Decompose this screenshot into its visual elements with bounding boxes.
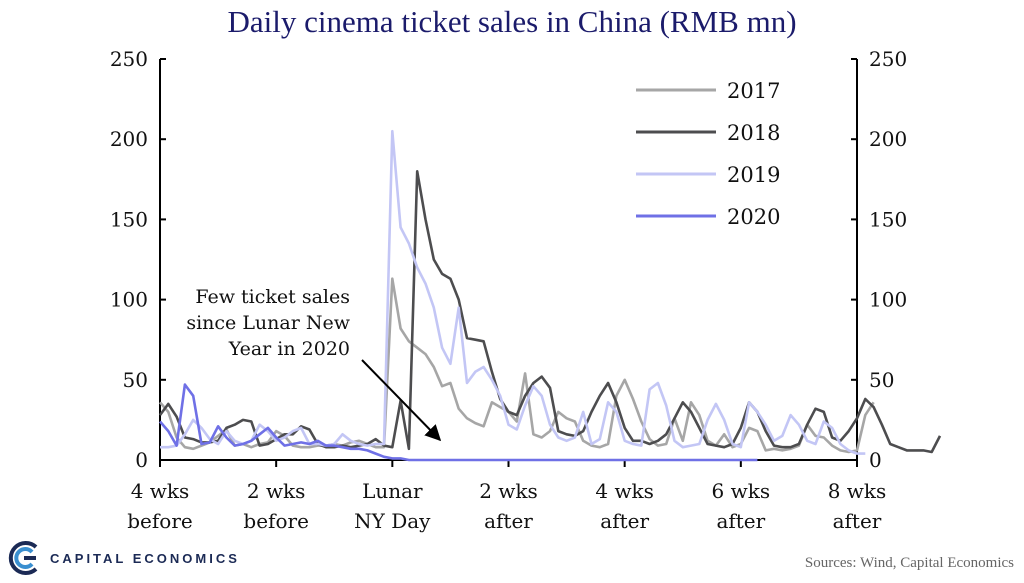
annotation-line-2: since Lunar New — [186, 312, 350, 334]
y-tick-label-left: 150 — [110, 207, 148, 231]
series-line-2020 — [159, 383, 758, 462]
y-tick-label-right: 200 — [869, 127, 907, 151]
x-tick-label: 2 wks — [479, 479, 538, 503]
legend-label-2020: 2020 — [727, 205, 780, 229]
y-tick-label-right: 150 — [869, 207, 907, 231]
annotation-arrow — [361, 359, 442, 442]
chart-title: Daily cinema ticket sales in China (RMB … — [227, 4, 797, 39]
x-tick-label: 4 wks — [131, 479, 190, 503]
line-chart: 0 0 50 50 100 100 150 150 200 200 250 250 4 wks befor… — [110, 47, 942, 533]
x-tick-label: before — [127, 509, 192, 533]
logo-text: CAPITAL ECONOMICS — [50, 550, 240, 566]
x-tick-label: after — [833, 509, 882, 533]
x-tick-label: 8 wks — [828, 479, 887, 503]
y-tick-label-left: 0 — [135, 448, 148, 472]
y-tick-label-left: 200 — [110, 127, 148, 151]
x-tick-label: NY Day — [354, 509, 431, 533]
logo-mark-icon — [8, 541, 38, 575]
x-tick-label: after — [484, 509, 533, 533]
y-tick-label-left: 250 — [110, 47, 148, 71]
x-tick-label: 4 wks — [595, 479, 654, 503]
series-line-2017 — [159, 277, 875, 454]
x-tick-label: after — [716, 509, 765, 533]
x-tick-label: 2 wks — [247, 479, 306, 503]
y-tick-label-left: 50 — [123, 368, 148, 392]
source-note: Sources: Wind, Capital Economics — [804, 555, 1014, 571]
legend-label-2017: 2017 — [727, 79, 780, 103]
annotation-text: Few ticket sales since Lunar New Year in… — [150, 284, 350, 362]
legend-label-2018: 2018 — [727, 121, 780, 145]
y-tick-label-right: 0 — [869, 448, 882, 472]
y-tick-label-right: 50 — [869, 368, 894, 392]
x-tick-label: 6 wks — [712, 479, 771, 503]
annotation-line-1: Few ticket sales — [195, 286, 350, 308]
capital-economics-logo: CAPITAL ECONOMICS — [6, 539, 240, 577]
y-tick-label-left: 100 — [110, 288, 148, 312]
x-tick-label: Lunar — [362, 479, 423, 503]
legend-label-2019: 2019 — [727, 163, 780, 187]
x-tick-label: after — [600, 509, 649, 533]
y-tick-label-right: 100 — [869, 288, 907, 312]
x-tick-label: before — [243, 509, 308, 533]
y-tick-label-right: 250 — [869, 47, 907, 71]
annotation-line-3: Year in 2020 — [228, 338, 350, 360]
